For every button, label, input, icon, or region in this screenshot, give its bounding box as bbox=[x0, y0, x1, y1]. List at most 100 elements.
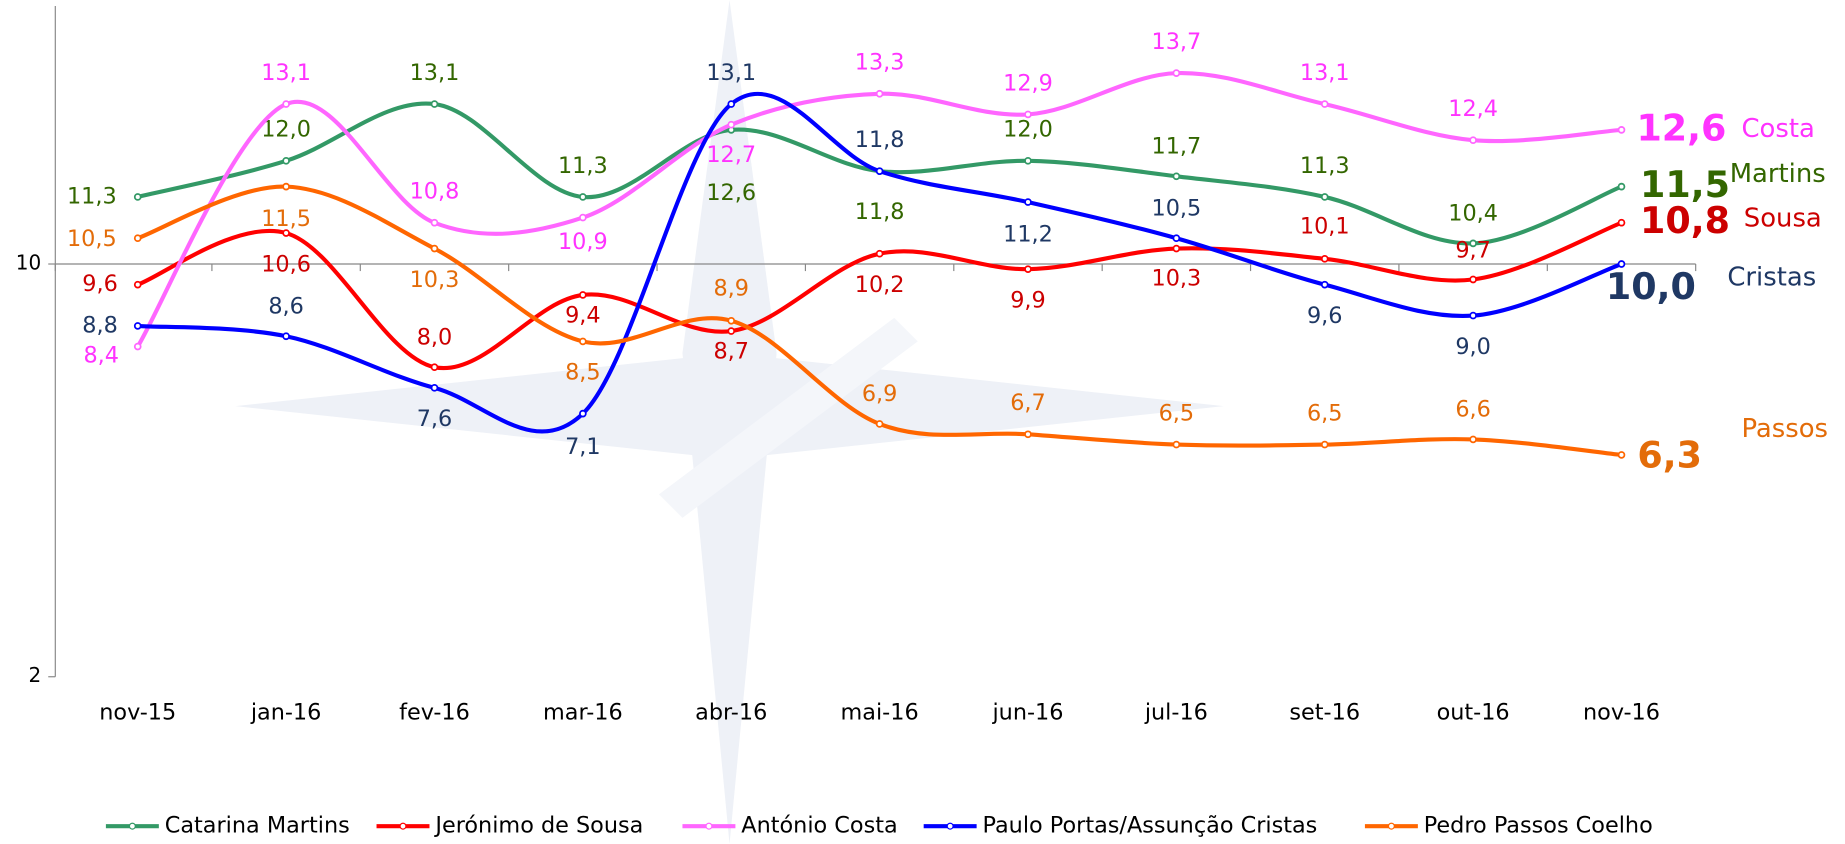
value-label: 9,6 bbox=[1307, 303, 1343, 329]
point bbox=[728, 101, 734, 107]
point bbox=[1025, 431, 1031, 437]
point bbox=[1470, 436, 1476, 442]
point bbox=[1619, 452, 1625, 458]
value-label: 7,6 bbox=[417, 406, 453, 432]
legend-item: Paulo Portas/Assunção Cristas bbox=[924, 813, 1318, 839]
x-tick-label: out-16 bbox=[1437, 700, 1510, 726]
point bbox=[1322, 442, 1328, 448]
end-value-label: 12,6 bbox=[1636, 106, 1726, 149]
point bbox=[432, 385, 438, 391]
x-tick-label: set-16 bbox=[1289, 700, 1360, 726]
point bbox=[877, 91, 883, 97]
value-label: 11,7 bbox=[1151, 133, 1201, 159]
legend-item: António Costa bbox=[682, 813, 897, 839]
y-tick-label: 10 bbox=[16, 251, 41, 275]
point bbox=[283, 333, 289, 339]
series-tag: Martins bbox=[1730, 159, 1826, 189]
y-tick-label: 2 bbox=[28, 663, 41, 687]
value-label: 13,7 bbox=[1151, 29, 1201, 55]
x-tick-label: nov-15 bbox=[99, 700, 176, 726]
point bbox=[1619, 127, 1625, 133]
point bbox=[135, 282, 141, 288]
value-label: 13,1 bbox=[706, 60, 756, 86]
legend-marker bbox=[706, 823, 712, 829]
value-label: 10,5 bbox=[67, 226, 117, 252]
point bbox=[877, 421, 883, 427]
value-label: 6,7 bbox=[1010, 390, 1046, 416]
value-label: 10,5 bbox=[1151, 195, 1201, 221]
legend-item: Jerónimo de Sousa bbox=[377, 813, 644, 839]
point bbox=[1322, 101, 1328, 107]
point bbox=[1025, 111, 1031, 117]
legend-label: Paulo Portas/Assunção Cristas bbox=[983, 813, 1318, 839]
value-label: 8,8 bbox=[82, 312, 118, 338]
value-label: 9,7 bbox=[1455, 238, 1491, 264]
point bbox=[283, 158, 289, 164]
value-label: 8,0 bbox=[417, 324, 453, 350]
value-label: 10,8 bbox=[410, 179, 460, 205]
point bbox=[1173, 235, 1179, 241]
point bbox=[1173, 173, 1179, 179]
value-label: 9,4 bbox=[565, 303, 601, 329]
point bbox=[1470, 313, 1476, 319]
x-tick-label: nov-16 bbox=[1583, 700, 1660, 726]
legend-label: Jerónimo de Sousa bbox=[433, 813, 643, 839]
point bbox=[1322, 194, 1328, 200]
value-label: 8,6 bbox=[268, 293, 304, 319]
legend-label: Catarina Martins bbox=[165, 813, 350, 839]
point bbox=[1470, 277, 1476, 283]
x-tick-label: abr-16 bbox=[695, 700, 767, 726]
point bbox=[580, 215, 586, 221]
point bbox=[135, 344, 141, 350]
series-tag: Sousa bbox=[1744, 204, 1822, 234]
point bbox=[1619, 184, 1625, 190]
legend-item: Catarina Martins bbox=[106, 813, 350, 839]
value-label: 11,8 bbox=[855, 127, 905, 153]
value-label: 10,6 bbox=[261, 251, 311, 277]
value-label: 10,2 bbox=[855, 272, 905, 298]
value-label: 10,1 bbox=[1300, 214, 1350, 240]
value-label: 8,5 bbox=[565, 360, 601, 386]
end-value-label: 10,0 bbox=[1606, 265, 1696, 308]
value-label: 6,5 bbox=[1307, 400, 1343, 426]
value-label: 12,0 bbox=[1003, 117, 1053, 143]
point bbox=[1173, 246, 1179, 252]
value-label: 12,0 bbox=[261, 117, 311, 143]
value-label: 13,3 bbox=[855, 50, 905, 76]
point bbox=[1025, 199, 1031, 205]
value-label: 10,4 bbox=[1448, 200, 1498, 226]
x-tick-label: mai-16 bbox=[841, 700, 919, 726]
point bbox=[432, 364, 438, 370]
legend-marker bbox=[129, 823, 135, 829]
point bbox=[1025, 266, 1031, 272]
value-label: 11,8 bbox=[855, 199, 905, 225]
point bbox=[580, 194, 586, 200]
value-label: 6,6 bbox=[1455, 397, 1491, 423]
legend-marker bbox=[947, 823, 953, 829]
point bbox=[1322, 256, 1328, 262]
point bbox=[1025, 158, 1031, 164]
value-label: 12,9 bbox=[1003, 70, 1053, 96]
point bbox=[135, 323, 141, 329]
chart: 210nov-15jan-16fev-16mar-16abr-16mai-16j… bbox=[0, 0, 1845, 844]
value-label: 11,2 bbox=[1003, 222, 1053, 248]
value-label: 11,3 bbox=[67, 183, 117, 209]
point bbox=[1173, 442, 1179, 448]
value-label: 9,0 bbox=[1455, 334, 1491, 360]
value-label: 12,7 bbox=[706, 142, 756, 168]
x-tick-label: jun-16 bbox=[991, 700, 1063, 726]
series-tag: Costa bbox=[1741, 114, 1814, 144]
legend-marker bbox=[400, 823, 406, 829]
point bbox=[283, 184, 289, 190]
x-tick-label: jan-16 bbox=[250, 700, 322, 726]
page: {"chart_data": {"type": "line", "smooth"… bbox=[0, 0, 1845, 844]
legend-label: António Costa bbox=[741, 813, 897, 839]
point bbox=[135, 235, 141, 241]
point bbox=[728, 122, 734, 128]
value-label: 13,1 bbox=[1300, 60, 1350, 86]
point bbox=[877, 168, 883, 174]
point bbox=[135, 194, 141, 200]
point bbox=[580, 292, 586, 298]
point bbox=[877, 251, 883, 257]
point bbox=[432, 220, 438, 226]
